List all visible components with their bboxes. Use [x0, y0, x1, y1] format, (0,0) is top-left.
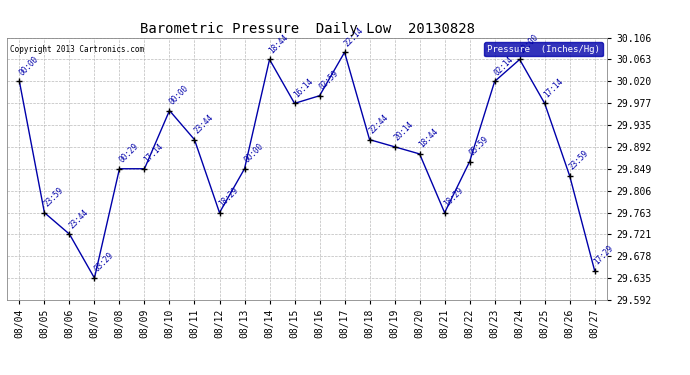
Text: 22:14: 22:14	[342, 26, 365, 48]
Text: 20:14: 20:14	[393, 120, 415, 142]
Text: 05:59: 05:59	[467, 135, 490, 158]
Text: 16:14: 16:14	[293, 76, 315, 99]
Text: 03:29: 03:29	[92, 251, 115, 274]
Text: 02:14: 02:14	[493, 54, 515, 77]
Title: Barometric Pressure  Daily Low  20130828: Barometric Pressure Daily Low 20130828	[139, 22, 475, 36]
Text: 00:29: 00:29	[117, 142, 140, 165]
Text: 17:14: 17:14	[142, 142, 165, 165]
Text: 00:00: 00:00	[242, 142, 265, 165]
Text: 18:29: 18:29	[442, 186, 465, 209]
Text: 23:59: 23:59	[42, 186, 65, 209]
Text: Copyright 2013 Cartronics.com: Copyright 2013 Cartronics.com	[10, 45, 144, 54]
Text: 23:59: 23:59	[567, 149, 590, 172]
Text: 02:59: 02:59	[317, 69, 340, 92]
Text: 18:44: 18:44	[267, 33, 290, 55]
Text: 18:29: 18:29	[217, 186, 240, 209]
Text: 18:00: 18:00	[518, 33, 540, 55]
Text: 17:29: 17:29	[593, 244, 615, 267]
Text: 22:44: 22:44	[367, 113, 390, 135]
Text: 23:44: 23:44	[67, 207, 90, 230]
Legend: Pressure  (Inches/Hg): Pressure (Inches/Hg)	[484, 42, 602, 56]
Text: 00:00: 00:00	[167, 84, 190, 106]
Text: 18:44: 18:44	[417, 127, 440, 150]
Text: 23:44: 23:44	[193, 113, 215, 135]
Text: 00:00: 00:00	[17, 54, 40, 77]
Text: 17:14: 17:14	[542, 76, 565, 99]
